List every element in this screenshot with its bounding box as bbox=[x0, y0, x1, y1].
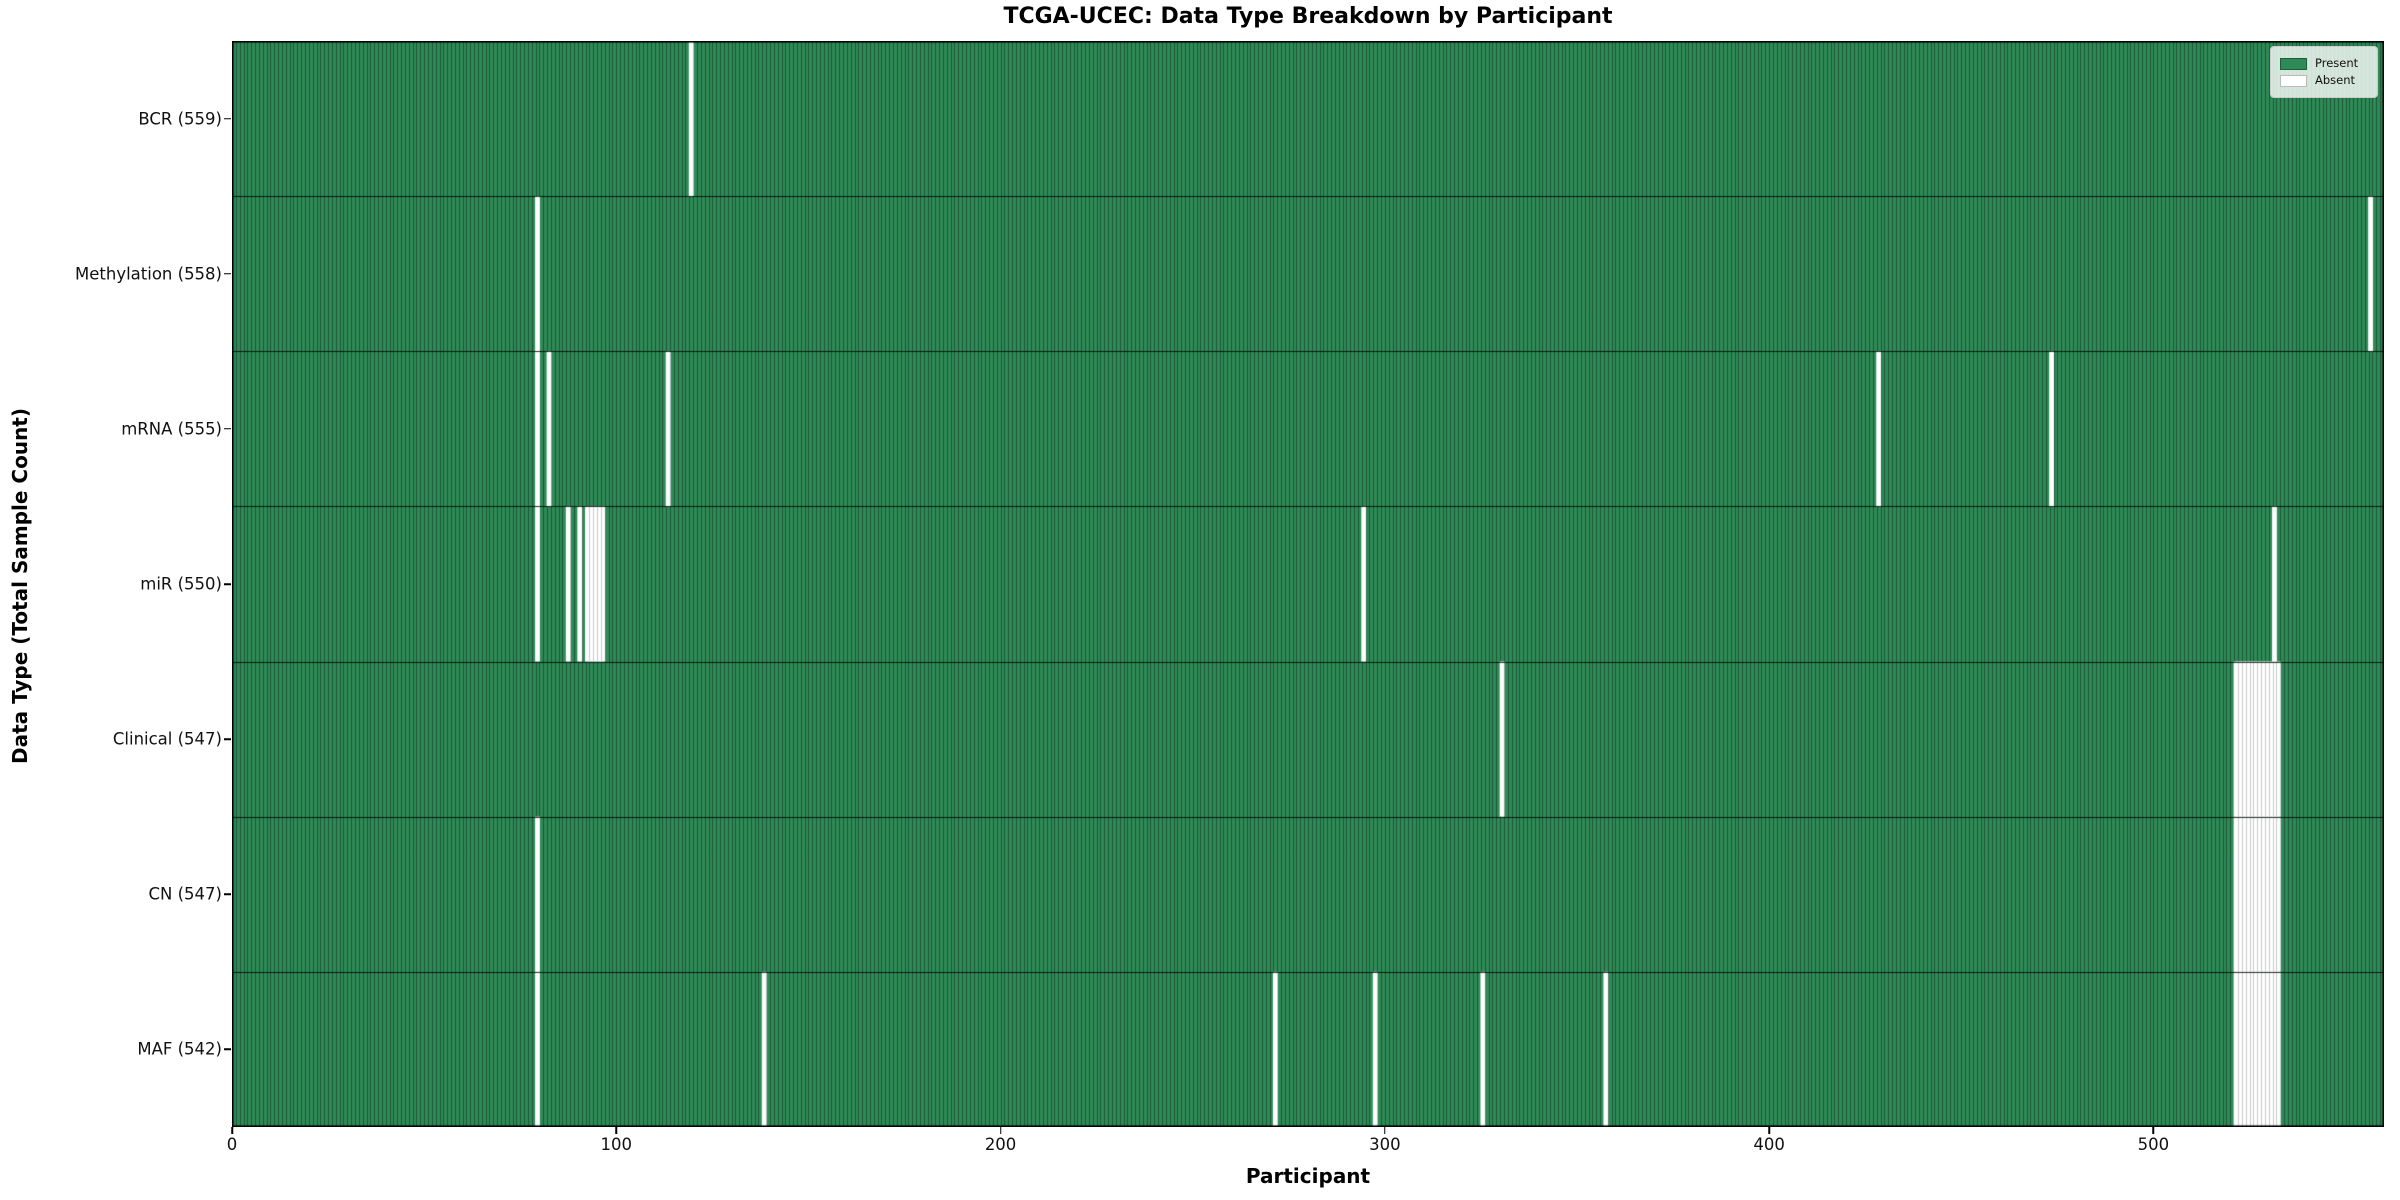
y-tick-mark bbox=[224, 428, 231, 430]
legend-swatch-present bbox=[2280, 57, 2307, 70]
legend-label: Present bbox=[2315, 56, 2359, 70]
x-tick-mark bbox=[231, 1127, 233, 1134]
x-tick-label: 0 bbox=[226, 1135, 238, 1154]
y-tick-label: mRNA (555) bbox=[121, 419, 222, 439]
legend: Present Absent bbox=[2270, 46, 2378, 98]
y-tick-label: miR (550) bbox=[140, 574, 222, 594]
y-tick-label: MAF (542) bbox=[137, 1039, 222, 1059]
x-tick-label: 400 bbox=[1753, 1135, 1785, 1154]
x-tick-mark bbox=[999, 1127, 1002, 1134]
y-tick-label: CN (547) bbox=[148, 884, 222, 904]
x-tick-label: 500 bbox=[2137, 1135, 2170, 1154]
legend-item-present: Present bbox=[2280, 56, 2368, 71]
chart-title: TCGA-UCEC: Data Type Breakdown by Partic… bbox=[1003, 4, 1613, 29]
y-tick-mark bbox=[224, 738, 231, 740]
y-tick-label: Methylation (558) bbox=[75, 264, 222, 284]
x-axis-title: Participant bbox=[1245, 1164, 1371, 1188]
y-tick-label: BCR (559) bbox=[138, 109, 222, 129]
y-tick-label: Clinical (547) bbox=[112, 729, 222, 749]
y-tick-mark bbox=[224, 1048, 231, 1051]
x-tick-mark bbox=[1384, 1127, 1386, 1134]
x-tick-mark bbox=[2152, 1127, 2155, 1134]
x-tick-label: 100 bbox=[600, 1135, 633, 1154]
legend-item-absent: Absent bbox=[2280, 73, 2368, 88]
legend-label: Absent bbox=[2315, 73, 2356, 87]
y-tick-mark bbox=[224, 272, 231, 275]
y-axis-title: Data Type (Total Sample Count) bbox=[8, 407, 32, 765]
x-tick-label: 200 bbox=[984, 1135, 1017, 1154]
x-tick-mark bbox=[1768, 1127, 1770, 1134]
y-tick-mark bbox=[224, 583, 231, 585]
y-tick-mark bbox=[224, 893, 231, 896]
x-tick-label: 300 bbox=[1369, 1135, 1401, 1154]
x-tick-mark bbox=[615, 1127, 618, 1134]
legend-swatch-absent bbox=[2280, 74, 2307, 87]
heatmap-canvas bbox=[232, 41, 2384, 1127]
y-tick-mark bbox=[224, 117, 231, 120]
